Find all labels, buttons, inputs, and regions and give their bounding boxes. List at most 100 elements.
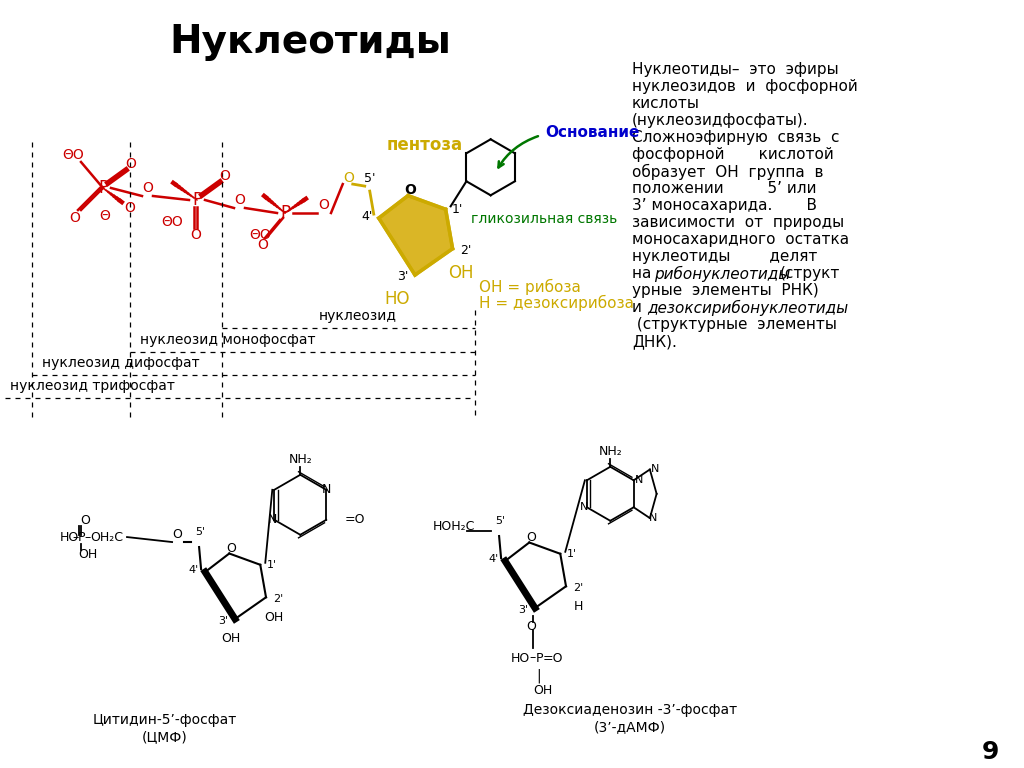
Text: OH: OH — [264, 611, 284, 624]
Text: –: – — [84, 531, 90, 544]
Text: фосфорной       кислотой: фосфорной кислотой — [632, 147, 834, 162]
Text: N: N — [650, 465, 659, 475]
Text: P: P — [191, 191, 202, 209]
Text: гликозильная связь: гликозильная связь — [471, 212, 616, 227]
Text: дезоксирибонуклеотиды: дезоксирибонуклеотиды — [647, 300, 848, 316]
Text: 2': 2' — [272, 594, 283, 604]
Text: 5': 5' — [195, 527, 205, 537]
Text: N: N — [580, 502, 588, 512]
Text: –: – — [72, 531, 78, 544]
Text: 5': 5' — [495, 516, 505, 526]
Text: Цитидин-5’-фосфат: Цитидин-5’-фосфат — [93, 713, 238, 727]
Text: O: O — [219, 169, 230, 183]
Text: OH: OH — [221, 633, 241, 645]
Text: (ЦМФ): (ЦМФ) — [142, 730, 187, 744]
Text: ΘO: ΘO — [161, 215, 183, 229]
Text: O: O — [190, 228, 202, 242]
Text: ДНК).: ДНК). — [632, 334, 677, 349]
Text: 1': 1' — [452, 203, 463, 216]
Text: Дезоксиаденозин -3’-фосфат: Дезоксиаденозин -3’-фосфат — [523, 703, 737, 717]
Text: образует  ОН  группа  в: образует ОН группа в — [632, 164, 823, 180]
Text: P: P — [280, 204, 290, 222]
Text: N: N — [648, 513, 657, 523]
Text: 4': 4' — [361, 210, 373, 223]
Text: нуклеозид дифосфат: нуклеозид дифосфат — [42, 356, 200, 370]
Text: моносахаридного  остатка: моносахаридного остатка — [632, 232, 849, 247]
Text: Основание: Основание — [546, 124, 640, 140]
Text: OH: OH — [534, 684, 552, 697]
Text: NH₂: NH₂ — [598, 445, 623, 458]
Text: HOH₂C: HOH₂C — [433, 520, 475, 532]
Text: P: P — [78, 531, 85, 544]
Text: 1': 1' — [267, 560, 278, 570]
Text: 3': 3' — [518, 605, 528, 615]
Text: на: на — [632, 266, 656, 281]
Text: (структ: (структ — [780, 266, 841, 281]
Text: Сложноэфирную  связь  с: Сложноэфирную связь с — [632, 130, 840, 145]
Text: –: – — [529, 651, 536, 664]
Text: OH₂C: OH₂C — [90, 531, 123, 544]
Text: O: O — [126, 157, 136, 171]
Text: нуклеозид: нуклеозид — [319, 309, 397, 323]
Text: кислоты: кислоты — [632, 96, 699, 111]
Text: Нуклеотиды: Нуклеотиды — [169, 23, 451, 61]
Text: O: O — [142, 181, 154, 195]
Text: O: O — [172, 528, 182, 541]
Text: 9: 9 — [981, 740, 998, 764]
Text: O: O — [404, 183, 416, 197]
Text: O: O — [234, 193, 246, 207]
Text: H = дезоксирибоза: H = дезоксирибоза — [478, 295, 634, 311]
Text: O: O — [526, 531, 537, 544]
Text: =O: =O — [344, 513, 365, 526]
Text: N: N — [322, 483, 331, 496]
Text: ΘO: ΘO — [62, 148, 84, 162]
Text: O: O — [343, 171, 354, 185]
Text: O: O — [80, 514, 90, 527]
Text: HO: HO — [384, 290, 410, 308]
Text: нуклеозид трифосфат: нуклеозид трифосфат — [10, 379, 175, 393]
Text: O: O — [70, 211, 81, 225]
Text: |: | — [536, 669, 541, 684]
Text: N: N — [267, 513, 276, 526]
Text: OH: OH — [78, 548, 97, 561]
Text: 2': 2' — [572, 583, 583, 594]
Text: O: O — [226, 542, 237, 555]
Text: NH₂: NH₂ — [289, 453, 312, 466]
Text: (3’-дАМФ): (3’-дАМФ) — [594, 720, 666, 734]
Text: (структурные  элементы: (структурные элементы — [632, 317, 837, 332]
Text: Нуклеотиды–  это  эфиры: Нуклеотиды– это эфиры — [632, 62, 839, 77]
Text: 2': 2' — [460, 244, 471, 257]
Text: O: O — [318, 198, 330, 212]
Text: нуклеотиды        делят: нуклеотиды делят — [632, 249, 817, 264]
Text: 4': 4' — [188, 565, 199, 575]
Text: P: P — [536, 651, 544, 664]
Text: P: P — [98, 179, 109, 197]
Text: HO: HO — [60, 531, 79, 544]
Polygon shape — [379, 196, 453, 275]
Text: OH = рибоза: OH = рибоза — [478, 279, 581, 295]
Text: и: и — [632, 300, 647, 315]
Text: 1': 1' — [567, 549, 578, 559]
Text: положении         5’ или: положении 5’ или — [632, 181, 816, 196]
Text: N: N — [635, 475, 643, 485]
Text: ΘO: ΘO — [249, 228, 271, 242]
Text: Θ: Θ — [99, 209, 111, 223]
Text: 5': 5' — [364, 171, 376, 184]
Text: 3’ моносахарида.       В: 3’ моносахарида. В — [632, 198, 817, 213]
Text: O: O — [125, 201, 135, 215]
Text: нуклеозид монофосфат: нуклеозид монофосфат — [140, 333, 315, 347]
Text: OH: OH — [447, 263, 473, 282]
Text: урные  элементы  РНК): урные элементы РНК) — [632, 283, 819, 298]
Text: 4': 4' — [488, 554, 499, 564]
Text: 3': 3' — [218, 616, 228, 626]
Text: O: O — [258, 238, 268, 252]
Text: 3': 3' — [397, 270, 409, 283]
Text: HO: HO — [511, 651, 530, 664]
Text: пентоза: пентоза — [387, 136, 463, 154]
Text: (нуклеозидфосфаты).: (нуклеозидфосфаты). — [632, 113, 809, 128]
Text: рибонуклеотиды: рибонуклеотиды — [654, 266, 791, 282]
Text: H: H — [573, 600, 583, 613]
Text: зависимости  от  природы: зависимости от природы — [632, 215, 844, 230]
Text: =O: =O — [543, 651, 563, 664]
Text: O: O — [526, 620, 536, 633]
